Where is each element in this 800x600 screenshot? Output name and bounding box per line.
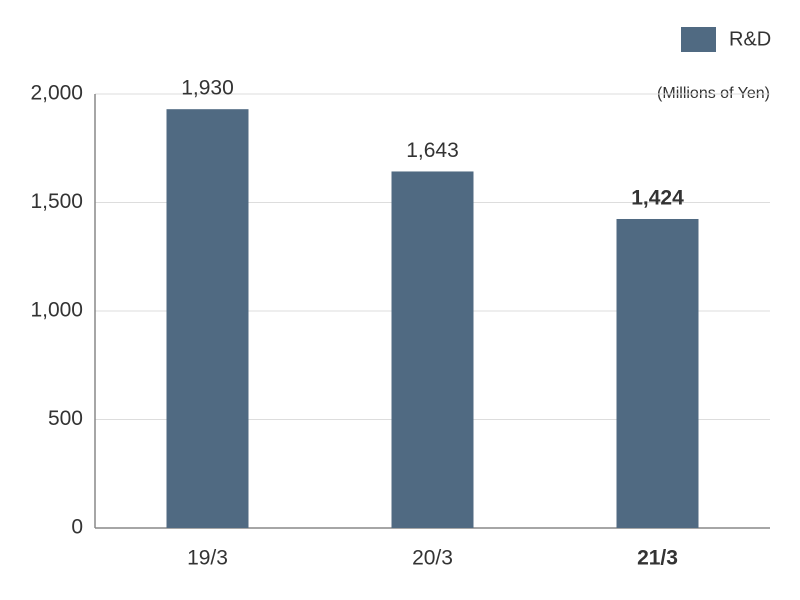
y-tick-label: 1,000 xyxy=(30,299,83,322)
x-tick-label: 20/3 xyxy=(412,547,453,570)
x-tick-label: 19/3 xyxy=(187,547,228,570)
y-tick-label: 2,000 xyxy=(30,82,83,105)
legend-label: R&D xyxy=(729,28,771,50)
bar xyxy=(166,109,249,528)
bar xyxy=(616,218,699,528)
y-tick-label: 500 xyxy=(48,407,83,430)
value-label: 1,424 xyxy=(631,187,684,210)
value-label: 1,643 xyxy=(406,139,459,162)
bar xyxy=(391,171,474,528)
x-tick-label: 21/3 xyxy=(637,547,678,570)
y-tick-label: 1,500 xyxy=(30,190,83,213)
legend-swatch xyxy=(681,27,716,52)
y-tick-label: 0 xyxy=(71,516,83,539)
value-label: 1,930 xyxy=(181,77,234,100)
